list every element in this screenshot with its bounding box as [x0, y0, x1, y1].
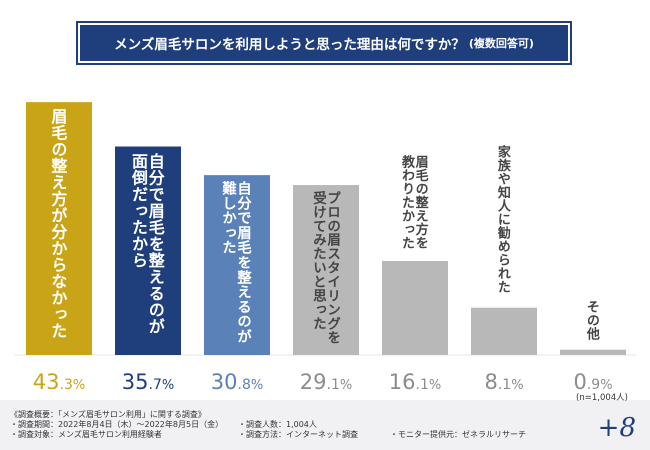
bar-category-label: プロの眉スタイリングを 受けてみたいと思った — [310, 191, 340, 358]
chart-title-main: メンズ眉毛サロンを利用しようと思った理由は何ですか？ — [114, 37, 465, 53]
bar-category-label: 家族や知人に勧められた — [495, 145, 510, 306]
sample-size: (n=1,004人) — [576, 393, 628, 403]
bar-category-label: 自分で眉毛を整えるのが 面倒だったから — [129, 152, 165, 351]
bar-7 — [560, 349, 626, 355]
footer-respondents: ・調査人数：1,004人 — [238, 420, 317, 429]
chart-title-note: (複数回答可) — [468, 37, 534, 50]
value-label-4: 29.1% — [300, 370, 352, 394]
bar-6 — [471, 307, 537, 355]
chart-area: メンズ眉毛サロンを利用しようと思った理由は何ですか？ (複数回答可) 眉毛の整え… — [0, 0, 650, 400]
bar-category-label-line: 教わりたかった — [399, 154, 414, 250]
bar-category-label-line: プロの眉スタイリングを — [324, 191, 340, 345]
brand-logo: +8 — [597, 413, 636, 443]
bar-category-label-line: その他 — [584, 299, 599, 341]
bar-3 — [204, 175, 270, 355]
value-label-1: 43.3% — [33, 370, 85, 394]
footer-target: ・調査対象：メンズ眉毛サロン利用経験者 — [10, 430, 162, 439]
value-label-5: 16.1% — [389, 370, 441, 394]
bar-5 — [382, 260, 448, 355]
bar-category-label-line: 自分で眉毛を整えるのが — [234, 181, 251, 344]
bar-category-label-line: 面倒だったから — [129, 152, 148, 269]
bar-category-label-line: 眉毛の整え方を — [412, 154, 428, 250]
chart-title: メンズ眉毛サロンを利用しようと思った理由は何ですか？ (複数回答可) — [76, 21, 572, 65]
footer-provider: ・モニター提供元：ゼネラルリサーチ — [390, 430, 526, 439]
bar-category-label-line: 自分で眉毛を整えるのが — [145, 152, 165, 335]
value-label-2: 35.7% — [122, 370, 174, 394]
bar-label-6: 家族や知人に勧められた — [495, 145, 510, 306]
footer-period: ・調査期間：2022年8月4日（木）〜2022年8月5日（金） — [10, 420, 224, 429]
value-label-6: 8.1% — [484, 370, 523, 394]
value-label-7: 0.9% — [573, 370, 612, 394]
bar-2 — [115, 146, 181, 355]
bar-label-1: 眉毛の整え方が分からなかった — [48, 108, 68, 358]
footer-method: ・調査方法：インターネット調査 — [238, 430, 358, 439]
bar-label-7: その他 — [584, 299, 599, 347]
bar-category-label-line: 家族や知人に勧められた — [495, 145, 510, 294]
bar-category-label-line: 難しかった — [219, 181, 236, 256]
bar-1 — [26, 102, 92, 356]
value-label-3: 30.8% — [211, 370, 263, 394]
bar-4 — [293, 185, 359, 355]
bar-category-label: その他 — [584, 299, 599, 347]
bar-category-label: 自分で眉毛を整えるのが 難しかった — [219, 181, 251, 358]
bar-category-label-line: 受けてみたいと思った — [310, 191, 325, 331]
bar-category-label-line: 眉毛の整え方が分からなかった — [48, 108, 68, 340]
footer-survey-heading: 《調査概要：「メンズ眉毛サロン利用」に関する調査》 — [10, 410, 206, 419]
bar-category-label: 眉毛の整え方を 教わりたかった — [399, 154, 428, 259]
bar-chart: 眉毛の整え方が分からなかった43.3%自分で眉毛を整えるのが面倒だったから35.… — [14, 102, 636, 394]
bar-category-label: 眉毛の整え方が分からなかった — [48, 108, 68, 358]
